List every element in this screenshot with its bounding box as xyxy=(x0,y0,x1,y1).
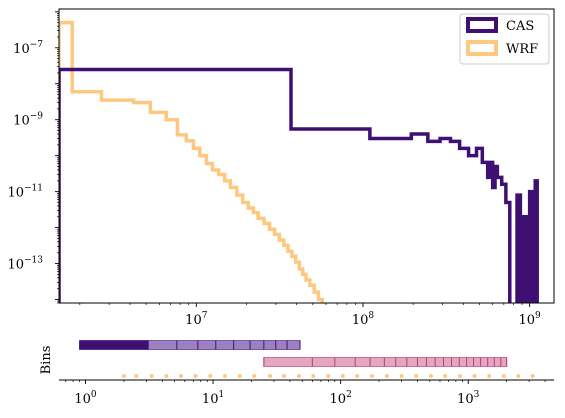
bins-point xyxy=(428,374,433,378)
legend-label-wrf: WRF xyxy=(506,42,538,57)
bins-point xyxy=(472,374,477,378)
bins-point xyxy=(282,374,287,378)
legend-swatch-cas xyxy=(466,17,498,33)
main-x-tick-label: 107 xyxy=(185,311,208,328)
main-x-tick-label: 108 xyxy=(352,311,375,328)
bins-content-layer xyxy=(79,340,535,378)
bins-point xyxy=(355,374,360,378)
bins-point xyxy=(311,374,316,378)
main-y-tick-label: 10−11 xyxy=(7,184,43,201)
main-series-layer xyxy=(59,20,539,303)
series-wrf-step-line xyxy=(59,20,325,303)
bins-point xyxy=(164,374,169,378)
bins-point xyxy=(193,374,198,378)
legend-label-cas: CAS xyxy=(506,19,534,34)
main-x-ticks: 107 108 109 xyxy=(79,303,542,328)
bins-point xyxy=(399,374,404,378)
bins-point xyxy=(134,374,139,378)
main-y-tick-label: 10−9 xyxy=(13,112,43,129)
series-cas-step-line xyxy=(59,67,539,303)
bins-point xyxy=(208,374,213,378)
bins-point xyxy=(414,374,419,378)
main-panel: 107 108 109 10−13 10−11 10−9 10−7 CAS WRF xyxy=(7,8,555,328)
legend-swatch-wrf xyxy=(466,40,498,56)
bins-x-tick-label: 100 xyxy=(74,390,97,407)
bins-point xyxy=(268,374,273,378)
main-y-tick-label: 10−7 xyxy=(13,40,43,57)
bins-point xyxy=(326,374,331,378)
bins-y-axis-label: Bins xyxy=(39,346,54,375)
bins-point xyxy=(369,374,374,378)
bins-point xyxy=(384,374,389,378)
bins-point xyxy=(178,374,183,378)
main-x-tick-label: 109 xyxy=(519,311,542,328)
bins-wrf-range-bar xyxy=(263,357,508,367)
bins-point xyxy=(457,374,462,378)
bins-point xyxy=(340,374,345,378)
legend-box xyxy=(459,13,550,65)
bins-cas-dense-bar xyxy=(79,340,149,350)
bins-point xyxy=(296,374,301,378)
bins-point xyxy=(501,374,506,378)
bins-point xyxy=(237,374,242,378)
bins-point xyxy=(530,374,535,378)
bins-point xyxy=(443,374,448,378)
main-y-tick-label: 10−13 xyxy=(7,256,43,273)
bins-x-tick-label: 101 xyxy=(202,390,224,407)
bins-point xyxy=(516,374,521,378)
bins-point xyxy=(149,374,154,378)
bins-point xyxy=(252,374,257,378)
bins-point xyxy=(487,374,492,378)
legend: CAS WRF xyxy=(459,13,550,65)
bins-point xyxy=(222,374,227,378)
main-y-ticks: 10−13 10−11 10−9 10−7 xyxy=(7,11,59,304)
bins-point xyxy=(121,374,126,378)
bins-x-ticks: 100 101 102 103 xyxy=(65,380,546,407)
bins-panel: 100 101 102 103 Bins xyxy=(39,340,554,407)
bins-x-tick-label: 102 xyxy=(330,390,352,407)
bins-x-tick-label: 103 xyxy=(457,390,480,407)
